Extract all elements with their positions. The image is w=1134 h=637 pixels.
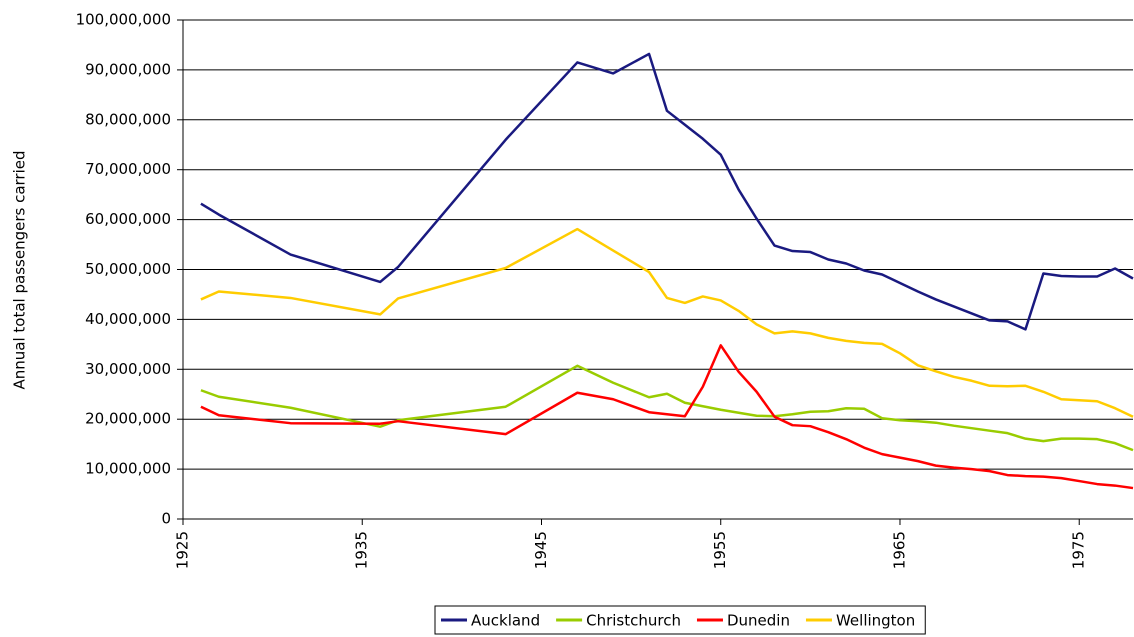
x-tick-label: 1935	[353, 531, 371, 569]
legend-label: Auckland	[471, 612, 540, 630]
series-line	[200, 227, 1134, 418]
y-tick-label: 60,000,000	[85, 210, 171, 228]
y-axis-label: Annual total passengers carried	[11, 151, 29, 390]
legend	[434, 605, 926, 635]
legend-label: Dunedin	[727, 612, 790, 630]
x-tick-label: 1975	[1070, 531, 1088, 569]
legend-label: Christchurch	[586, 612, 681, 630]
series-line	[200, 364, 1134, 452]
x-tick-label: 1945	[532, 531, 550, 569]
y-tick-label: 0	[161, 510, 171, 528]
y-tick-label: 40,000,000	[85, 310, 171, 328]
series-line	[200, 344, 1134, 490]
y-tick-label: 90,000,000	[85, 60, 171, 78]
series-line	[200, 52, 1134, 331]
y-tick-label: 100,000,000	[76, 11, 171, 29]
x-tick-label: 1965	[890, 531, 908, 569]
y-tick-label: 10,000,000	[85, 460, 171, 478]
y-tick-label: 20,000,000	[85, 410, 171, 428]
y-tick-label: 80,000,000	[85, 110, 171, 128]
y-tick-label: 70,000,000	[85, 160, 171, 178]
x-tick-label: 1955	[711, 531, 729, 569]
x-tick-label: 1925	[174, 531, 192, 569]
y-tick-label: 50,000,000	[85, 260, 171, 278]
legend-label: Wellington	[836, 612, 915, 630]
y-tick-label: 30,000,000	[85, 360, 171, 378]
